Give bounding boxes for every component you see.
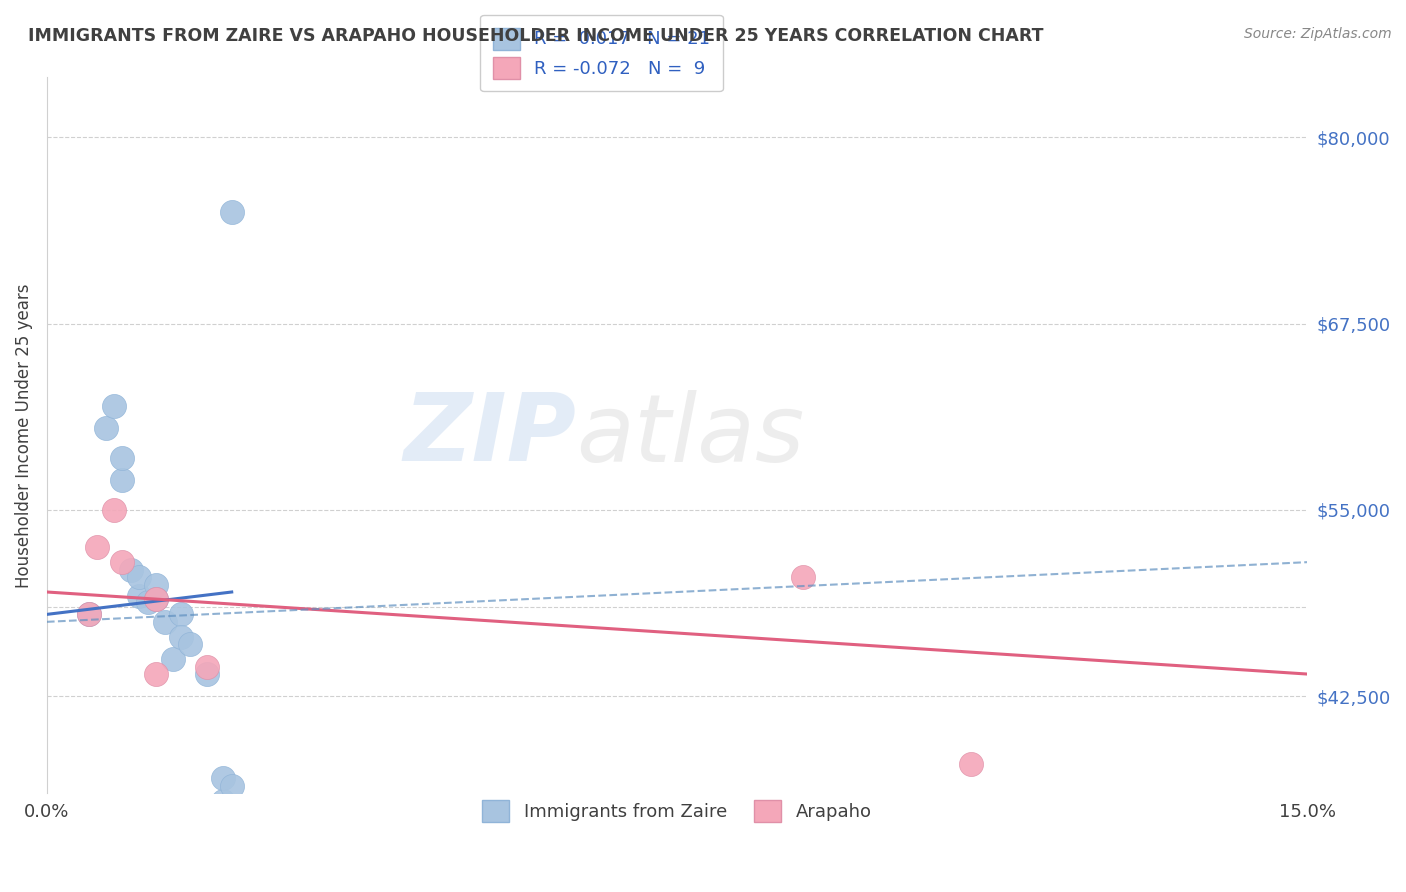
Point bbox=[153, 615, 176, 629]
Y-axis label: Householder Income Under 25 years: Householder Income Under 25 years bbox=[15, 283, 32, 588]
Point bbox=[111, 450, 134, 465]
Point bbox=[195, 667, 218, 681]
Point bbox=[162, 652, 184, 666]
Point bbox=[111, 473, 134, 487]
Text: IMMIGRANTS FROM ZAIRE VS ARAPAHO HOUSEHOLDER INCOME UNDER 25 YEARS CORRELATION C: IMMIGRANTS FROM ZAIRE VS ARAPAHO HOUSEHO… bbox=[28, 27, 1043, 45]
Point bbox=[145, 592, 167, 607]
Point bbox=[77, 607, 100, 622]
Text: Source: ZipAtlas.com: Source: ZipAtlas.com bbox=[1244, 27, 1392, 41]
Point bbox=[212, 794, 235, 808]
Point bbox=[111, 555, 134, 569]
Point bbox=[86, 541, 108, 555]
Point bbox=[170, 607, 193, 622]
Point bbox=[103, 503, 125, 517]
Point bbox=[128, 570, 150, 584]
Point bbox=[94, 421, 117, 435]
Point bbox=[212, 772, 235, 786]
Text: atlas: atlas bbox=[576, 390, 804, 481]
Point bbox=[792, 570, 814, 584]
Point bbox=[128, 590, 150, 604]
Point bbox=[103, 399, 125, 413]
Point bbox=[145, 592, 167, 607]
Point bbox=[221, 204, 243, 219]
Point bbox=[179, 637, 201, 651]
Point bbox=[77, 607, 100, 622]
Point bbox=[136, 595, 159, 609]
Point bbox=[960, 756, 983, 771]
Legend: Immigrants from Zaire, Arapaho: Immigrants from Zaire, Arapaho bbox=[470, 787, 884, 834]
Point bbox=[195, 659, 218, 673]
Point bbox=[221, 779, 243, 793]
Point bbox=[120, 563, 142, 577]
Point bbox=[145, 577, 167, 591]
Point bbox=[145, 667, 167, 681]
Point bbox=[170, 630, 193, 644]
Text: ZIP: ZIP bbox=[404, 390, 576, 482]
